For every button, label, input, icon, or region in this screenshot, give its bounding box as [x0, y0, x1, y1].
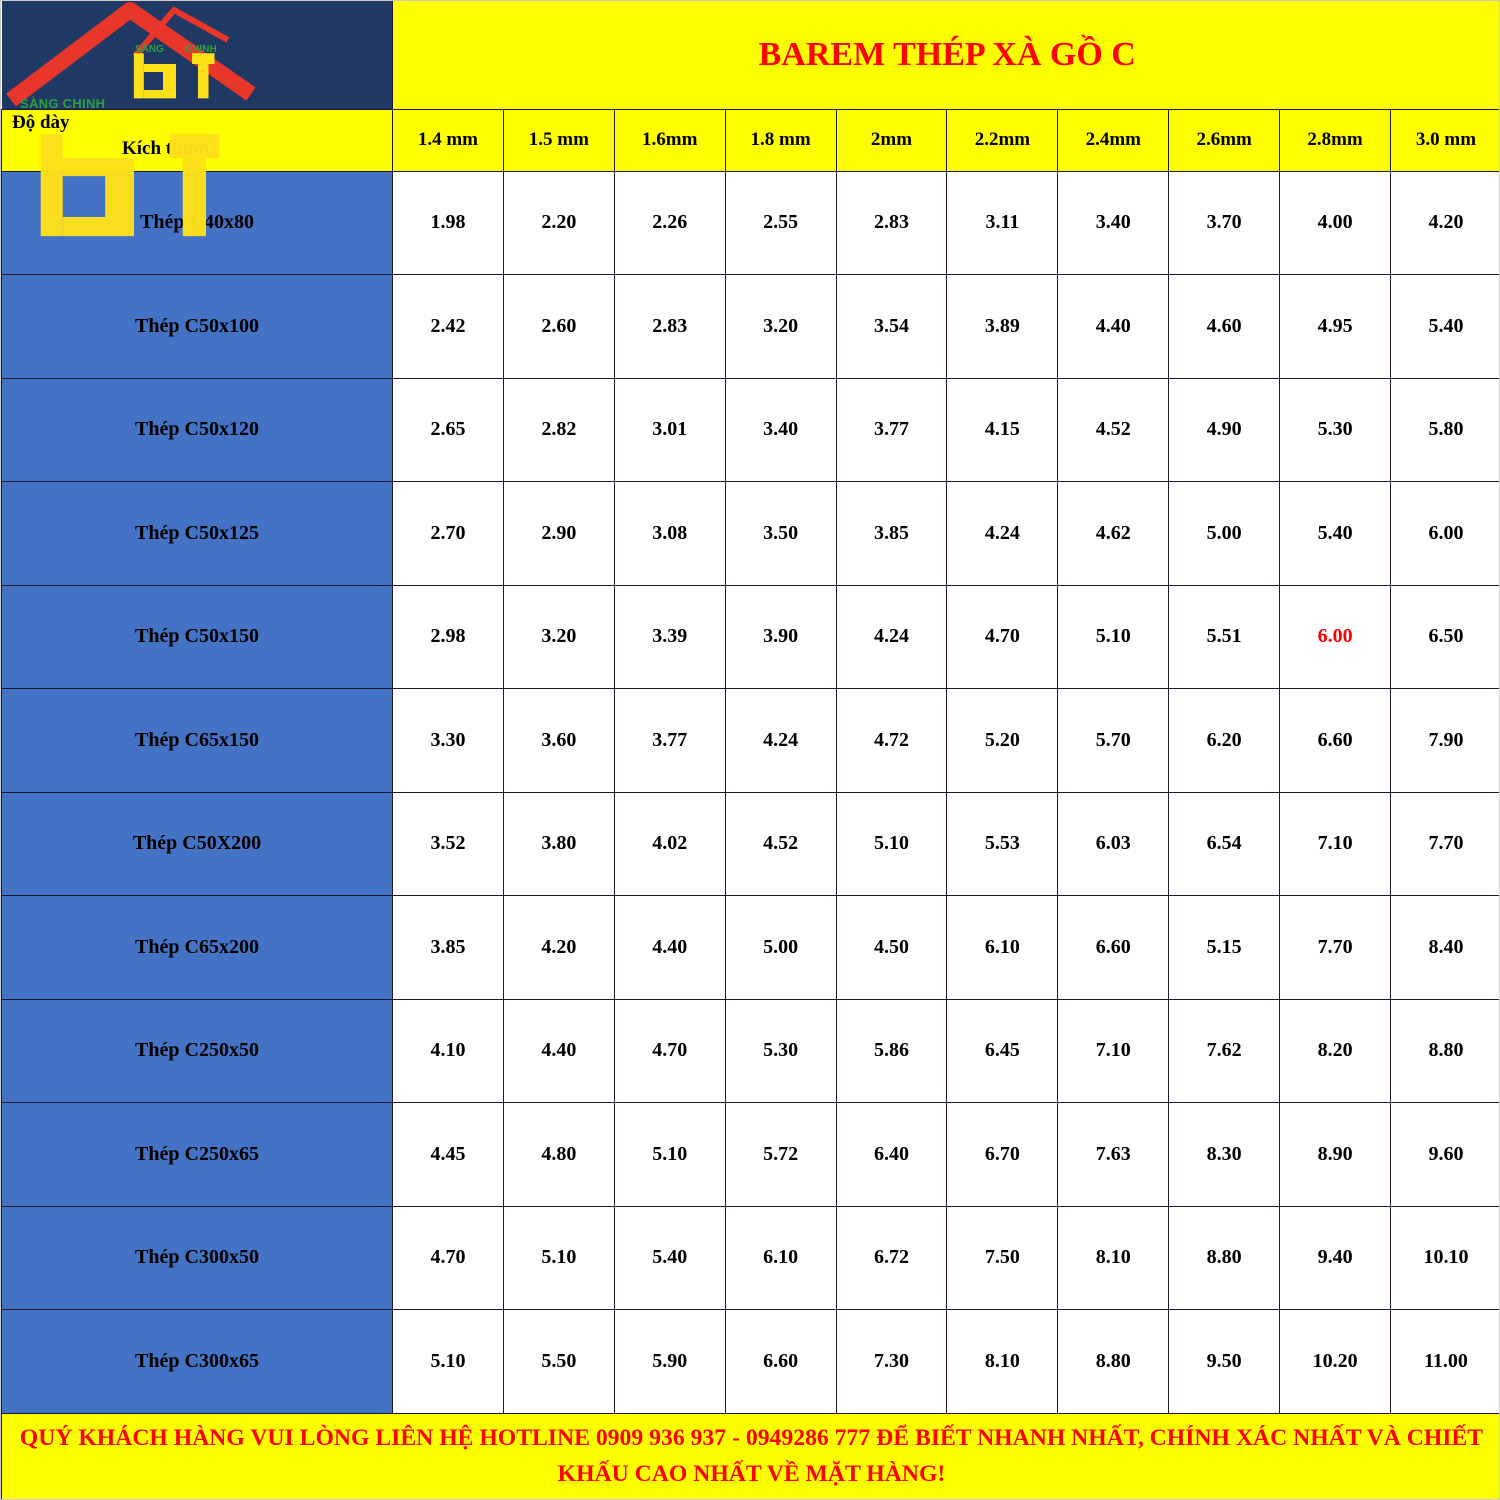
svg-text:SÀNG CHINH: SÀNG CHINH — [20, 96, 105, 109]
svg-text:SÀNG: SÀNG — [135, 42, 164, 55]
